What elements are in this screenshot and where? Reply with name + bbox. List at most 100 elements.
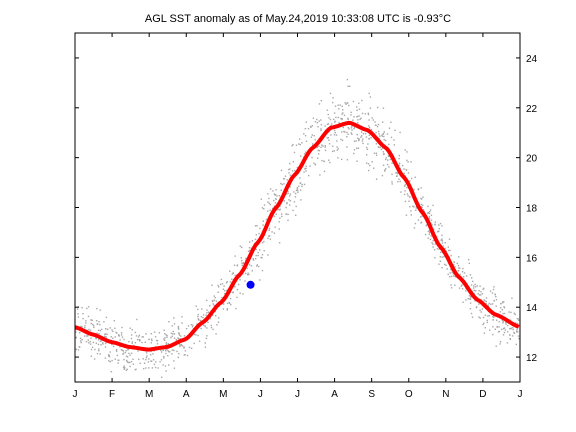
observation-point [356,160,358,162]
observation-point [166,336,168,338]
observation-point [218,317,220,319]
observation-point [444,247,446,249]
observation-point [122,366,125,369]
observation-point [327,113,329,116]
observation-point [421,198,423,200]
observation-point [280,213,283,215]
observation-point [90,319,92,321]
observation-point [139,362,141,364]
x-tick-label: J [518,389,523,400]
observation-point [436,248,439,250]
plot-frame [74,32,521,383]
observation-point [388,166,390,168]
observation-point [422,204,424,206]
observation-point [301,183,303,186]
observation-point [337,157,339,159]
observation-point [166,334,168,337]
observation-point [482,288,484,291]
observation-point [255,254,257,257]
observation-point [85,322,87,324]
observation-point [347,117,349,120]
observation-point [167,349,169,352]
observation-point [437,231,439,233]
observation-point [104,342,107,345]
observation-point [387,155,390,157]
observation-point [200,327,202,330]
observation-point [382,164,385,166]
observation-point [453,275,455,277]
observation-point [428,230,430,232]
observation-point [121,326,123,329]
observation-point [267,193,269,195]
observation-point [99,309,101,311]
observation-point [514,322,517,324]
y-tick-label: 24 [526,54,538,65]
observation-point [332,101,334,104]
observation-point [341,158,343,161]
observation-point [97,339,100,341]
observation-point [515,343,517,346]
observation-point [128,341,130,343]
observation-point [446,268,448,270]
observation-point [324,149,327,152]
observation-point [212,314,214,316]
observation-point [439,256,441,258]
observation-point [440,239,442,241]
observation-point [311,134,313,136]
observation-point [388,127,391,129]
observation-point [163,329,165,331]
observation-point [204,342,206,344]
observation-point [417,189,420,191]
observation-point [206,312,208,314]
observation-point [252,258,254,260]
observation-point [257,254,259,257]
observation-point [138,358,140,361]
observation-point [461,284,463,286]
observation-point [403,172,405,175]
observation-point [324,145,326,147]
observation-point [170,336,172,339]
observation-point [110,336,112,338]
observation-point [405,214,408,216]
observation-point [223,285,225,287]
observation-point [370,137,372,139]
climatology-layer [74,120,520,352]
observation-point [269,209,271,211]
observation-point [268,197,270,200]
observation-point [518,337,520,340]
observation-point [221,283,224,285]
observation-point [286,179,288,181]
observation-point [409,206,411,208]
observation-point [104,333,106,335]
observation-point [378,130,380,133]
observation-point [436,235,438,238]
observation-point [384,170,386,172]
observation-point [391,181,393,183]
observation-point [141,336,143,338]
observation-point [217,291,219,293]
observation-point [112,330,114,333]
observation-point [441,238,443,240]
x-tick-label: M [219,389,227,400]
observation-point [393,144,395,146]
observation-point [109,351,111,353]
observation-point [395,172,397,174]
observation-point [482,323,484,326]
observation-point [77,349,80,351]
observation-point [478,316,480,318]
observation-point [502,327,505,330]
observation-point [311,156,313,159]
observation-point [371,161,373,163]
observation-point [119,346,121,348]
observation-point [244,280,246,282]
observation-point [150,338,153,340]
observation-point [507,331,509,333]
observation-point [309,165,311,167]
observation-point [286,202,288,204]
observation-point [383,131,385,133]
observation-point [356,134,358,136]
observation-point [267,237,269,240]
observation-point [469,308,472,310]
observation-point [484,300,486,302]
observation-point [350,111,352,114]
